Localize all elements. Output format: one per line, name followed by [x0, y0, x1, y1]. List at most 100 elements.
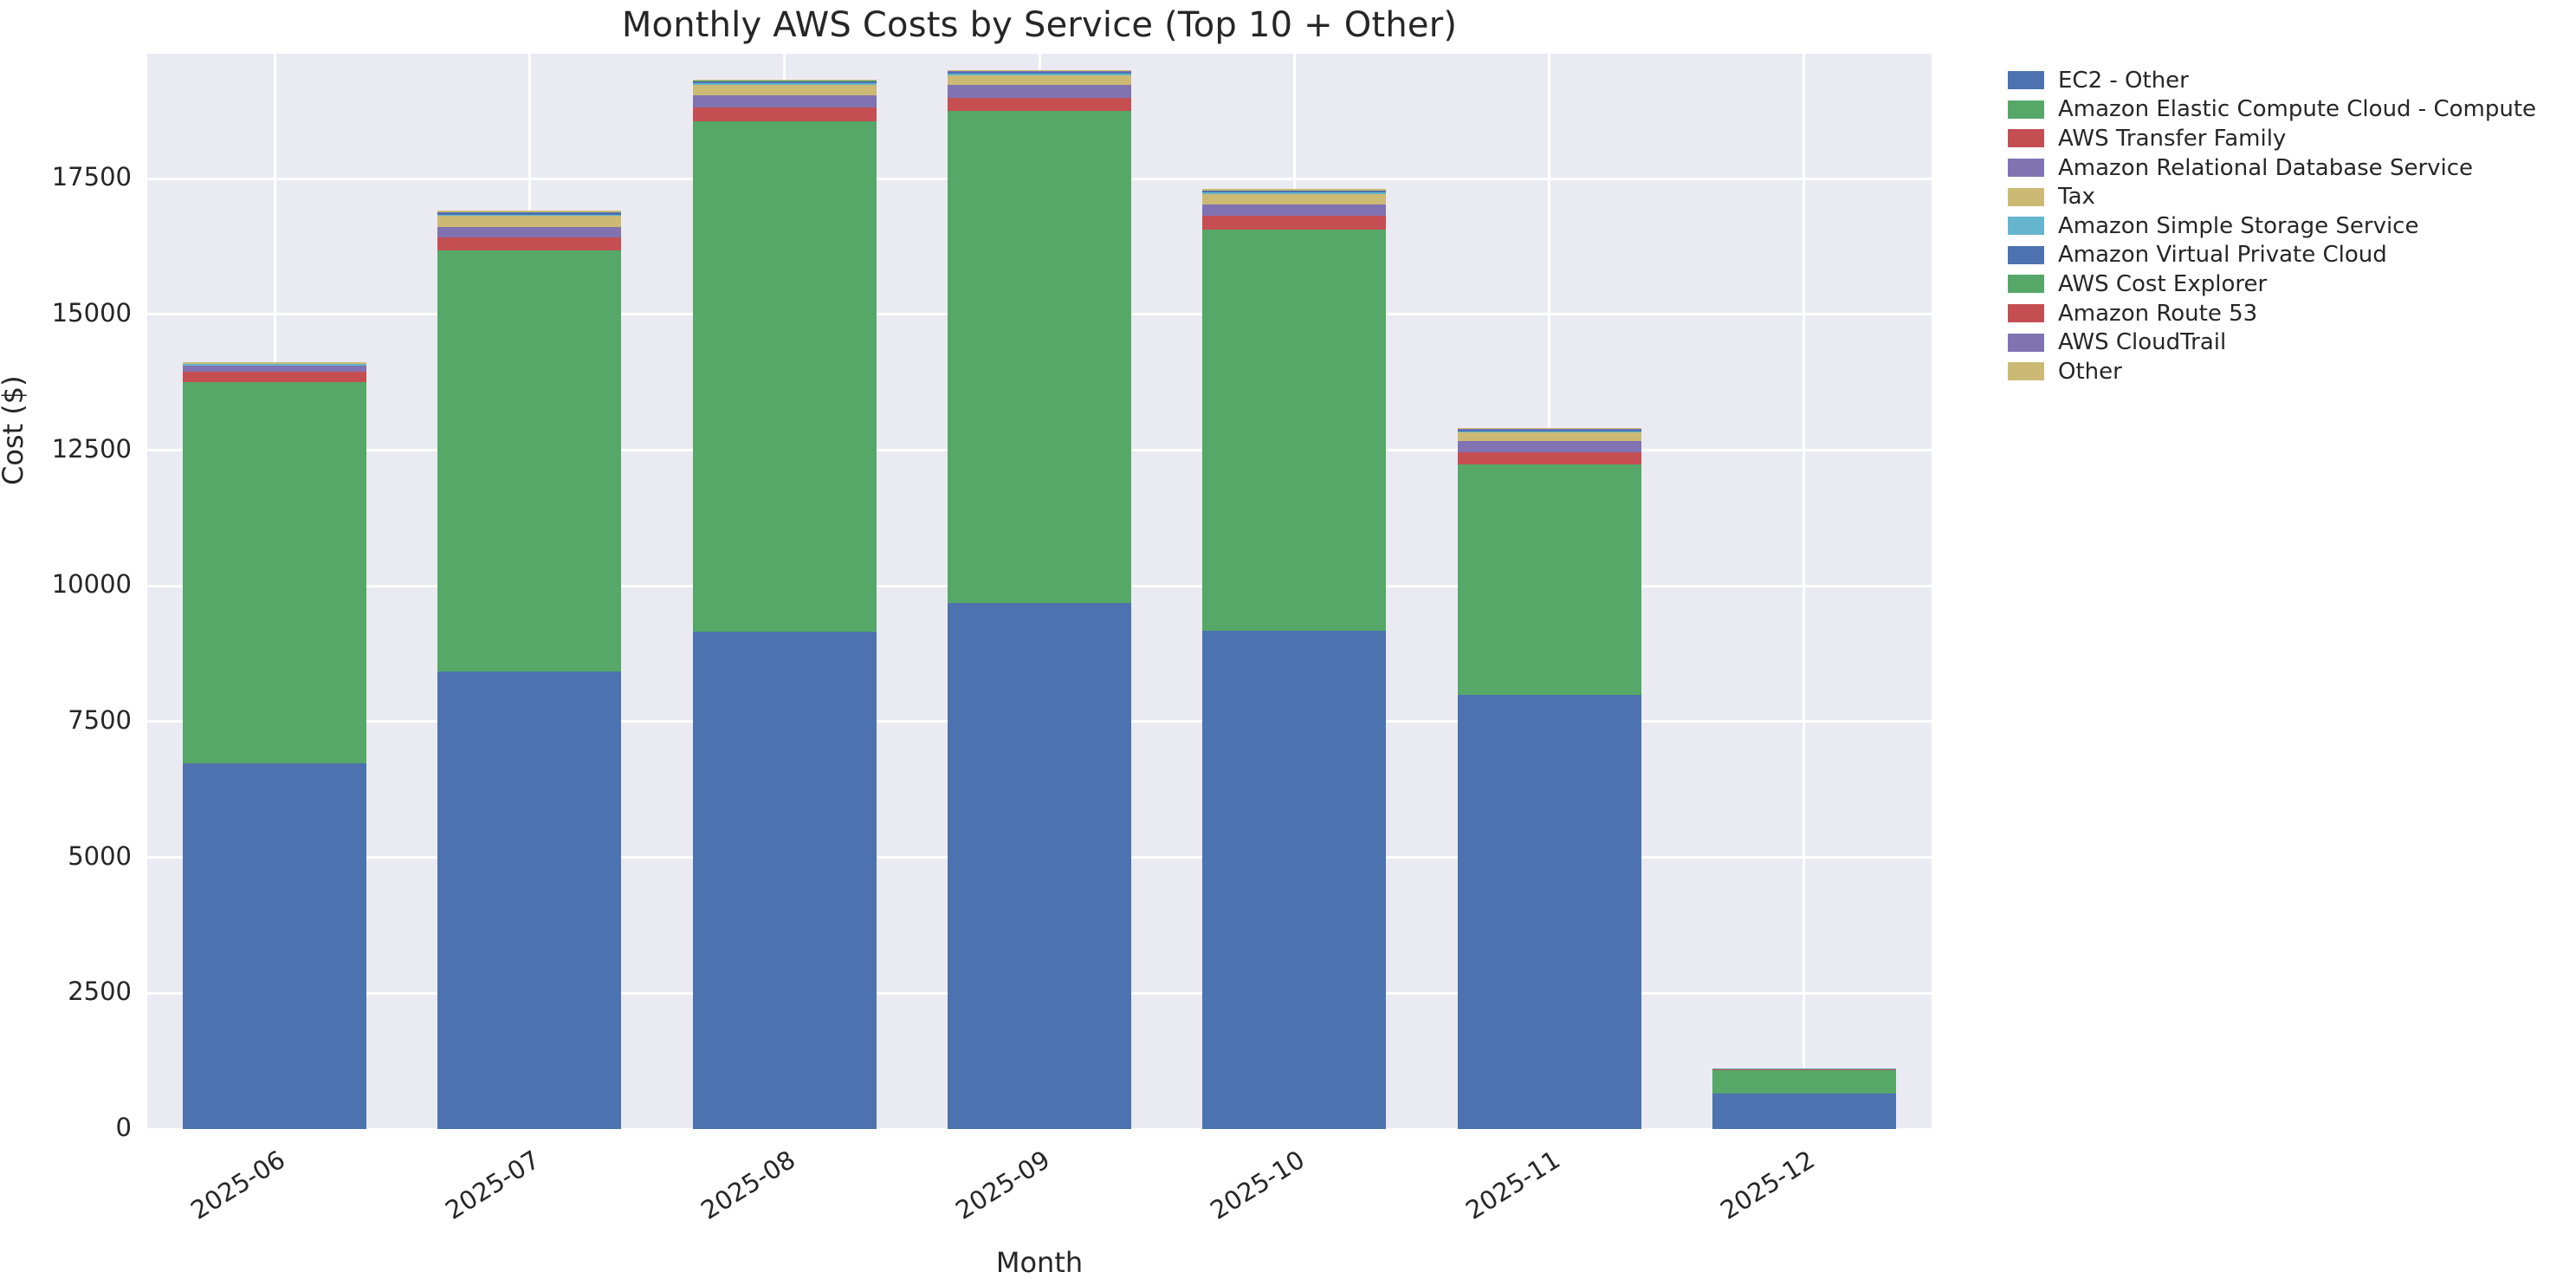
bar-segment[interactable] — [948, 74, 1131, 76]
bar-group-2025-06[interactable] — [183, 54, 367, 1129]
legend-item[interactable]: AWS CloudTrail — [2008, 328, 2536, 357]
x-tick-label-2025-07: 2025-07 — [440, 1145, 546, 1226]
bar-segment[interactable] — [1457, 428, 1641, 430]
legend-swatch-icon — [2008, 129, 2044, 148]
bar-segment[interactable] — [183, 363, 367, 366]
bar-segment[interactable] — [692, 120, 877, 632]
bar-segment[interactable] — [437, 216, 622, 227]
legend-label: AWS Transfer Family — [2058, 125, 2287, 152]
legend-item[interactable]: AWS Cost Explorer — [2008, 269, 2536, 299]
legend-label: Tax — [2058, 184, 2095, 211]
bar-segment[interactable] — [948, 111, 1131, 604]
x-tick-label-2025-11: 2025-11 — [1460, 1145, 1565, 1226]
bar-segment[interactable] — [1202, 193, 1387, 204]
bar-segment[interactable] — [1457, 695, 1641, 1129]
y-tick-label-10000: 10000 — [51, 569, 132, 600]
bar-group-2025-12[interactable] — [1712, 54, 1896, 1129]
bar-segment[interactable] — [437, 211, 622, 215]
y-tick-label-15000: 15000 — [51, 297, 132, 328]
legend-label: AWS CloudTrail — [2058, 329, 2227, 356]
legend-label: AWS Cost Explorer — [2058, 270, 2268, 297]
legend: EC2 - Other Amazon Elastic Compute Cloud … — [2008, 66, 2536, 386]
legend-swatch-icon — [2008, 362, 2044, 381]
bar-segment[interactable] — [1202, 191, 1387, 194]
y-tick-label-7500: 7500 — [68, 704, 132, 735]
legend-item[interactable]: AWS Transfer Family — [2008, 124, 2536, 153]
bar-segment[interactable] — [183, 381, 367, 764]
bar-segment[interactable] — [437, 214, 622, 217]
bar-segment[interactable] — [1712, 1068, 1896, 1070]
legend-label: Amazon Elastic Compute Cloud - Compute — [2058, 96, 2537, 123]
bar-segment[interactable] — [437, 671, 622, 1129]
y-tick-label-0: 0 — [115, 1113, 132, 1142]
legend-swatch-icon — [2008, 159, 2044, 178]
x-tick-label-2025-12: 2025-12 — [1715, 1145, 1820, 1226]
x-tick-label-2025-09: 2025-09 — [950, 1145, 1056, 1226]
bar-segment[interactable] — [948, 85, 1131, 98]
bar-segment[interactable] — [1202, 189, 1387, 191]
bar-segment[interactable] — [437, 250, 622, 672]
bar-group-2025-11[interactable] — [1457, 54, 1641, 1129]
y-axis-label: Cost ($) — [0, 375, 29, 485]
legend-item[interactable]: Amazon Simple Storage Service — [2008, 211, 2536, 241]
gridline-x-2025-12 — [1803, 54, 1806, 1129]
bar-segment[interactable] — [948, 97, 1131, 112]
bar-segment[interactable] — [948, 71, 1131, 75]
legend-swatch-icon — [2008, 304, 2044, 323]
legend-item[interactable]: Amazon Virtual Private Cloud — [2008, 241, 2536, 270]
y-tick-label-12500: 12500 — [51, 433, 132, 464]
bar-segment[interactable] — [1457, 432, 1641, 441]
bar-segment[interactable] — [1202, 630, 1387, 1129]
bar-segment[interactable] — [183, 371, 367, 382]
legend-item[interactable]: Amazon Route 53 — [2008, 299, 2536, 328]
legend-label: Amazon Route 53 — [2058, 300, 2258, 327]
legend-swatch-icon — [2008, 333, 2044, 352]
bar-segment[interactable] — [183, 365, 367, 372]
legend-label: Amazon Simple Storage Service — [2058, 212, 2419, 239]
bar-segment[interactable] — [1457, 431, 1641, 433]
legend-item[interactable]: Amazon Relational Database Service — [2008, 153, 2536, 183]
x-tick-label-2025-08: 2025-08 — [695, 1145, 800, 1226]
bar-segment[interactable] — [1202, 204, 1387, 217]
bar-segment[interactable] — [692, 80, 877, 83]
x-axis-label: Month — [995, 1246, 1084, 1279]
bar-segment[interactable] — [437, 226, 622, 238]
bar-segment[interactable] — [948, 70, 1131, 72]
bar-group-2025-10[interactable] — [1202, 54, 1387, 1129]
y-tick-label-5000: 5000 — [68, 840, 132, 871]
legend-item[interactable]: Other — [2008, 357, 2536, 386]
legend-label: Other — [2058, 358, 2122, 385]
bar-segment[interactable] — [692, 79, 877, 81]
gridline-y-0 — [147, 1127, 1932, 1131]
bar-segment[interactable] — [948, 603, 1131, 1129]
legend-swatch-icon — [2008, 100, 2044, 119]
y-tick-label-17500: 17500 — [51, 162, 132, 192]
bar-segment[interactable] — [1712, 1069, 1896, 1094]
bar-segment[interactable] — [1457, 464, 1641, 696]
legend-swatch-icon — [2008, 245, 2044, 264]
bar-segment[interactable] — [948, 75, 1131, 86]
legend-item[interactable]: Amazon Elastic Compute Cloud - Compute — [2008, 95, 2536, 125]
bar-segment[interactable] — [1712, 1093, 1896, 1129]
bar-segment[interactable] — [1202, 216, 1387, 230]
bar-segment[interactable] — [692, 631, 877, 1129]
bar-segment[interactable] — [692, 82, 877, 85]
bar-group-2025-09[interactable] — [948, 54, 1131, 1129]
legend-item[interactable]: EC2 - Other — [2008, 66, 2536, 95]
bar-segment[interactable] — [1457, 440, 1641, 453]
bar-segment[interactable] — [183, 362, 367, 364]
bar-group-2025-07[interactable] — [437, 54, 622, 1129]
bar-group-2025-08[interactable] — [692, 54, 877, 1129]
bar-segment[interactable] — [1457, 452, 1641, 465]
bar-segment[interactable] — [692, 94, 877, 108]
bar-segment[interactable] — [692, 107, 877, 121]
bar-segment[interactable] — [1457, 429, 1641, 432]
bar-segment[interactable] — [1202, 190, 1387, 192]
bar-segment[interactable] — [183, 763, 367, 1129]
bar-segment[interactable] — [437, 237, 622, 250]
bar-segment[interactable] — [1202, 230, 1387, 631]
legend-label: EC2 - Other — [2058, 67, 2189, 94]
legend-item[interactable]: Tax — [2008, 182, 2536, 211]
bar-segment[interactable] — [692, 84, 877, 95]
legend-swatch-icon — [2008, 217, 2044, 236]
